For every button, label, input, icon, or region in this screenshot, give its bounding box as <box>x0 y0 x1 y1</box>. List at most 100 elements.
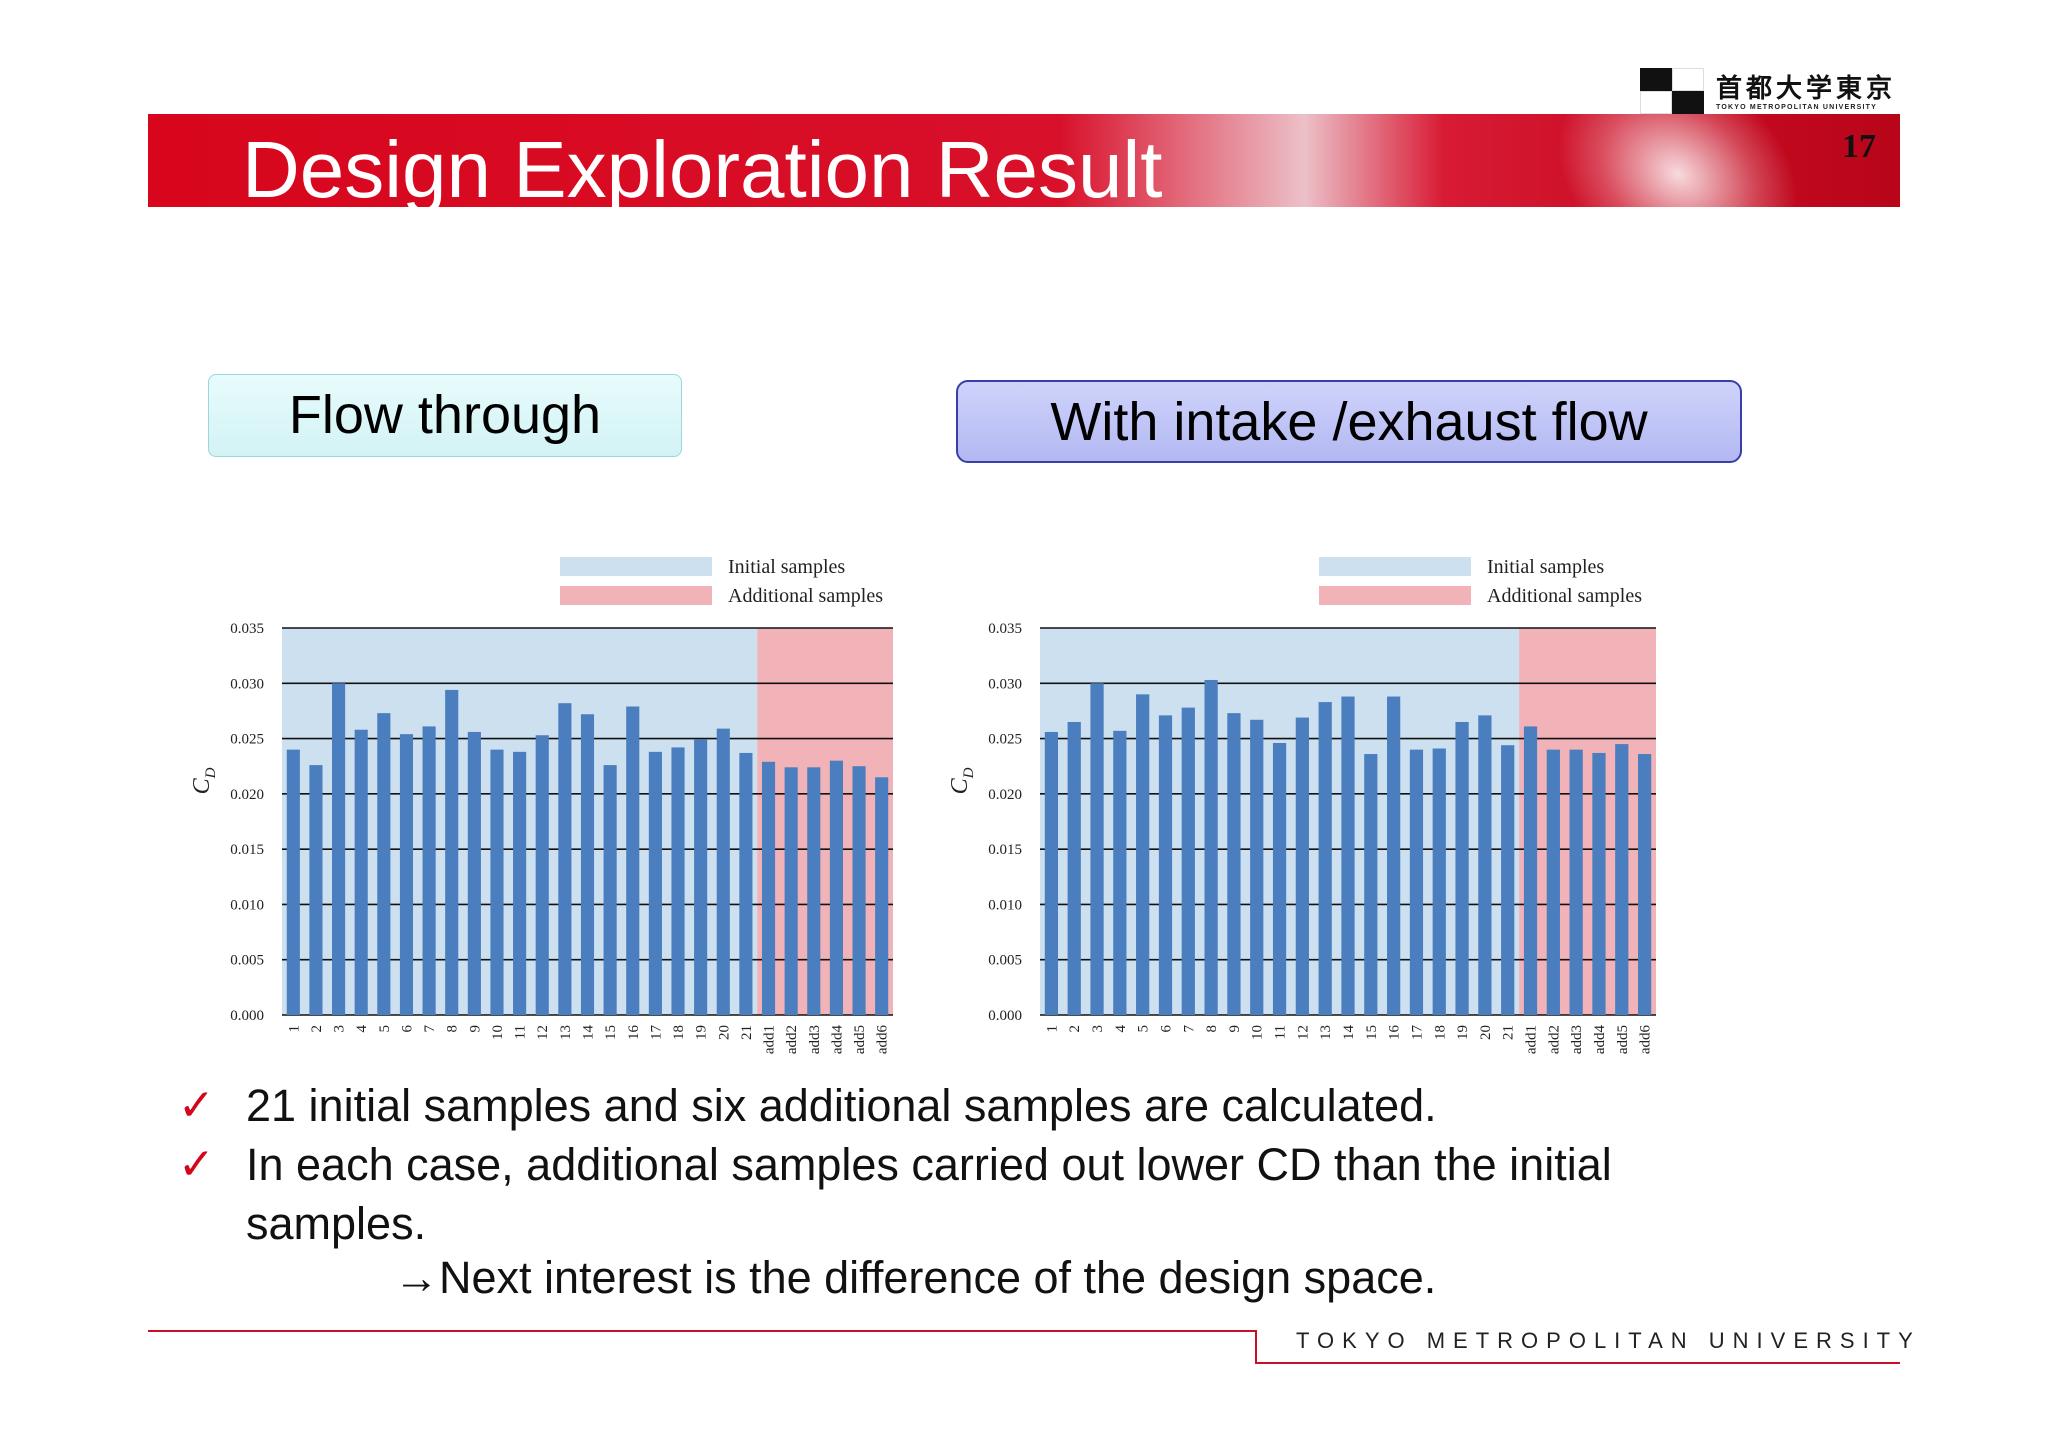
slide-number: 17 <box>1842 128 1876 165</box>
slide-title: Design Exploration Result <box>242 125 1163 214</box>
university-logo: 首都大学東京 TOKYO METROPOLITAN UNIVERSITY <box>1640 68 1900 116</box>
bar <box>1158 715 1173 1015</box>
bar <box>829 760 843 1015</box>
footer-divider <box>1255 1330 1257 1364</box>
x-tick-label: 12 <box>535 1025 551 1040</box>
bar <box>716 728 730 1015</box>
bar <box>1295 717 1309 1015</box>
bar <box>761 761 776 1015</box>
x-tick-label: 9 <box>467 1025 483 1033</box>
x-tick-label: 13 <box>1318 1025 1334 1040</box>
x-tick-label: 3 <box>1090 1025 1106 1033</box>
x-tick-label: add5 <box>1615 1025 1631 1054</box>
y-axis-label: CD <box>947 767 977 794</box>
footer-university-name: TOKYO METROPOLITAN UNIVERSITY <box>1296 1328 1921 1353</box>
x-tick-label: 5 <box>377 1025 393 1033</box>
banner-swoosh-decoration <box>1514 114 1842 207</box>
y-tick-label: 0.000 <box>230 1008 264 1024</box>
legend-swatch <box>560 557 712 576</box>
x-tick-label: 21 <box>1501 1025 1517 1040</box>
x-tick-label: 5 <box>1136 1025 1152 1033</box>
x-tick-label: 17 <box>1409 1025 1425 1041</box>
y-tick-label: 0.010 <box>988 897 1022 913</box>
x-tick-label: 14 <box>1341 1025 1357 1041</box>
logo-mark-icon <box>1640 68 1704 114</box>
legend-label: Additional samples <box>1487 585 1642 607</box>
bar <box>422 726 436 1015</box>
footer-divider <box>1255 1362 1900 1364</box>
x-tick-label: add6 <box>875 1025 891 1055</box>
bar <box>513 751 527 1015</box>
bar <box>445 689 459 1015</box>
y-tick-label: 0.005 <box>988 953 1022 969</box>
x-tick-label: add2 <box>784 1025 800 1054</box>
logo-japanese-text: 首都大学東京 <box>1716 74 1897 104</box>
x-tick-label: 2 <box>309 1025 325 1033</box>
x-tick-label: 18 <box>1432 1025 1448 1040</box>
legend-label: Additional samples <box>728 585 883 607</box>
bar <box>535 735 549 1015</box>
bar <box>626 706 640 1015</box>
bar <box>852 766 866 1015</box>
bar <box>1272 742 1287 1015</box>
flow-through-chart: 0.000 0.005 0.010 0.015 0.020 0.025 0.030 0.035… <box>180 540 920 1070</box>
bullet-text: In each case, additional samples carried… <box>246 1139 1612 1249</box>
bar <box>1523 726 1538 1015</box>
y-tick-label: 0.010 <box>230 897 264 913</box>
bullet-text: 21 initial samples and six additional sa… <box>246 1080 1437 1131</box>
y-axis-label: CD <box>189 767 219 794</box>
y-tick-label: 0.005 <box>230 953 264 969</box>
x-tick-label: 10 <box>1250 1025 1266 1040</box>
bar <box>286 749 300 1015</box>
x-tick-label: add4 <box>829 1025 845 1055</box>
flow-through-chart-svg: 0.000 0.005 0.010 0.015 0.020 0.025 0.030 0.035… <box>189 556 893 1055</box>
bullet-list: ✓ 21 initial samples and six additional … <box>178 1076 1778 1253</box>
x-tick-label: 4 <box>1113 1025 1129 1033</box>
bar <box>739 752 753 1015</box>
x-tick-label: 1 <box>1044 1025 1060 1033</box>
bar <box>1136 694 1150 1015</box>
y-tick-label: 0.030 <box>230 676 264 692</box>
bar <box>399 734 414 1015</box>
x-tick-label: 7 <box>422 1025 438 1033</box>
additional-samples-region <box>757 628 893 1015</box>
x-tick-label: add2 <box>1546 1025 1562 1054</box>
y-tick-label: 0.035 <box>988 621 1022 637</box>
x-tick-label: 3 <box>332 1025 348 1033</box>
x-tick-label: 13 <box>558 1025 574 1040</box>
bar <box>1432 748 1446 1015</box>
bar <box>875 777 889 1015</box>
bar <box>1592 752 1606 1015</box>
legend-swatch <box>1319 586 1471 605</box>
bar <box>309 765 323 1015</box>
x-tick-label: add1 <box>762 1025 778 1054</box>
bar <box>603 765 617 1015</box>
x-tick-label: 2 <box>1067 1025 1083 1033</box>
bar <box>332 683 346 1015</box>
bar <box>1227 713 1241 1015</box>
x-tick-label: 10 <box>490 1025 506 1040</box>
x-tick-label: add5 <box>852 1025 868 1054</box>
intake-exhaust-chart-svg: 0.000 0.005 0.010 0.015 0.020 0.025 0.030 0.035… <box>947 556 1656 1055</box>
x-tick-label: 8 <box>445 1025 461 1033</box>
x-tick-label: 9 <box>1227 1025 1243 1033</box>
x-tick-label: add4 <box>1592 1025 1608 1055</box>
y-tick-label: 0.035 <box>230 621 264 637</box>
bar <box>1364 754 1378 1015</box>
x-tick-label: add6 <box>1638 1025 1654 1055</box>
bar <box>354 729 368 1015</box>
x-tick-label: 18 <box>671 1025 687 1040</box>
bar <box>1067 721 1081 1015</box>
intake-exhaust-label: With intake /exhaust flow <box>956 380 1742 463</box>
additional-samples-region <box>1519 628 1656 1015</box>
x-tick-label: 7 <box>1181 1025 1197 1033</box>
bar <box>1090 683 1104 1015</box>
x-tick-label: add1 <box>1524 1025 1540 1054</box>
y-tick-label: 0.020 <box>988 787 1022 803</box>
x-tick-label: 16 <box>626 1025 642 1041</box>
bar <box>1501 745 1515 1015</box>
bar <box>1250 719 1264 1015</box>
next-interest-text: →Next interest is the difference of the … <box>394 1252 1437 1303</box>
x-tick-label: 16 <box>1387 1025 1403 1041</box>
bar <box>807 767 821 1015</box>
